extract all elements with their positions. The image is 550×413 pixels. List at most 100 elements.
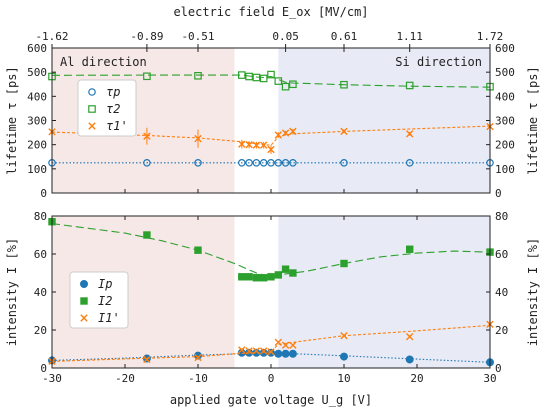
top-axis-tick-label-0: -1.62 (35, 30, 68, 43)
point-p0-s2-11 (340, 127, 348, 136)
point-p1-s2-2 (194, 353, 202, 362)
legend-marker-p0-2 (88, 122, 96, 130)
point-p0-s1-10 (289, 80, 297, 89)
fit-line-p1-s1 (51, 223, 491, 278)
legend-marker-p1-0 (80, 280, 88, 288)
fit-line-p1-s2 (51, 324, 491, 362)
bottom-ytick-label-left-4: 80 (34, 210, 47, 223)
bottom-xtick-label-5: 20 (410, 372, 423, 385)
point-p1-s1-7 (267, 273, 275, 281)
point-p0-s2-8 (274, 131, 282, 139)
point-p0-s0-5 (252, 158, 261, 167)
top-ytick-label-left-5: 500 (27, 66, 47, 79)
point-p1-s0-12 (405, 355, 414, 364)
bottom-xtick-label-2: -10 (188, 372, 208, 385)
legend-label-p0-1: τ2 (106, 102, 120, 116)
top-axis-tick-label-3: 0.05 (272, 30, 299, 43)
point-p0-s2-3 (238, 140, 246, 148)
bottom-ytick-label-right-4: 80 (495, 210, 508, 223)
top-ytick-label-right-6: 600 (495, 42, 515, 55)
top-ytick-label-left-1: 100 (27, 163, 47, 176)
top-ytick-label-right-0: 0 (495, 187, 502, 200)
point-p1-s2-6 (260, 347, 268, 355)
point-p0-s2-6 (260, 141, 268, 149)
point-p1-s0-2 (194, 351, 202, 360)
top-ytick-label-left-3: 300 (27, 115, 47, 128)
bottom-xtick-label-3: 0 (268, 372, 275, 385)
point-p1-s1-1 (143, 231, 151, 239)
legend-label-p0-0: τp (106, 85, 120, 99)
point-p0-s1-3 (238, 71, 246, 79)
top-ytick-label-right-2: 200 (495, 139, 515, 152)
bottom-ytick-label-right-1: 20 (495, 324, 508, 337)
point-p0-s1-7 (267, 70, 275, 79)
point-p0-s2-5 (252, 141, 261, 149)
legend-marker-p0-0 (88, 88, 96, 96)
point-p1-s1-3 (238, 273, 246, 281)
point-p1-s2-9 (281, 341, 290, 349)
x-axis-label: applied gate voltage U_g [V] (170, 393, 372, 407)
point-p0-s0-12 (405, 158, 414, 167)
point-p1-s0-10 (288, 349, 297, 358)
bottom-ytick-label-right-3: 60 (495, 248, 508, 261)
top-ytick-label-right-5: 500 (495, 66, 515, 79)
legend-label-p0-2: τ1' (106, 119, 128, 133)
point-p0-s0-2 (194, 158, 202, 167)
bottom-xtick-label-1: -20 (115, 372, 135, 385)
bottom-ytick-label-right-0: 0 (495, 362, 502, 375)
point-p1-s0-8 (274, 349, 283, 358)
legend-marker-p0-1 (88, 105, 96, 113)
point-p0-s0-3 (238, 158, 246, 167)
top-ytick-label-right-1: 100 (495, 163, 515, 176)
point-p1-s2-3 (238, 346, 246, 354)
top-ytick-label-left-6: 600 (27, 42, 47, 55)
point-p0-s2-9 (281, 129, 290, 137)
top-axis-tick-label-4: 0.61 (331, 30, 358, 43)
bottom-xtick-label-4: 10 (337, 372, 350, 385)
point-p1-s1-12 (406, 245, 414, 253)
point-p1-s2-1 (143, 355, 151, 364)
point-p0-s0-11 (340, 158, 348, 167)
si-direction-label: Si direction (395, 55, 482, 69)
point-p1-s2-8 (274, 338, 282, 347)
point-p1-s2-5 (252, 347, 261, 355)
bottom-ytick-label-left-1: 20 (34, 324, 47, 337)
legend-label-p1-2: I1' (98, 311, 120, 325)
point-p0-s0-7 (267, 158, 275, 167)
fit-line-p1-s0 (51, 352, 491, 363)
top-ylabel-right: lifetime τ [ps] (526, 66, 540, 174)
bottom-ylabel-left: intensity I [%] (5, 238, 19, 346)
legend-label-p1-1: I2 (98, 294, 112, 308)
bottom-xtick-label-0: -30 (42, 372, 62, 385)
point-p1-s0-9 (281, 349, 290, 358)
point-p0-s1-12 (405, 81, 414, 90)
point-p0-s1-8 (274, 77, 283, 85)
top-axis-label: electric field E_ox [MV/cm] (173, 5, 368, 19)
si-region-bottom (278, 216, 490, 368)
fit-line-p0-s2 (51, 125, 491, 146)
point-p1-s1-11 (340, 259, 348, 268)
al-direction-label: Al direction (60, 55, 147, 69)
bottom-xtick-label-6: 30 (483, 372, 496, 385)
point-p1-s1-5 (252, 274, 261, 282)
legend-marker-p1-1 (80, 297, 88, 305)
point-p0-s2-12 (406, 130, 414, 138)
legend-box-p0 (77, 79, 137, 137)
bottom-ytick-label-left-2: 40 (34, 286, 47, 299)
point-p0-s0-9 (281, 158, 290, 167)
point-p0-s2-7 (267, 145, 275, 154)
point-p1-s2-11 (340, 332, 348, 340)
point-p0-s1-6 (259, 74, 268, 83)
top-ytick-label-left-2: 200 (27, 139, 47, 152)
bottom-ytick-label-left-3: 60 (34, 248, 47, 261)
point-p0-s1-9 (281, 82, 290, 91)
point-p1-s1-9 (281, 265, 290, 273)
point-p0-s2-2 (194, 134, 202, 143)
point-p0-s1-1 (143, 72, 151, 81)
point-p1-s1-2 (194, 246, 202, 254)
point-p0-s1-2 (194, 71, 202, 80)
top-ytick-label-left-4: 400 (27, 90, 47, 103)
top-axis-tick-label-2: -0.51 (181, 30, 214, 43)
